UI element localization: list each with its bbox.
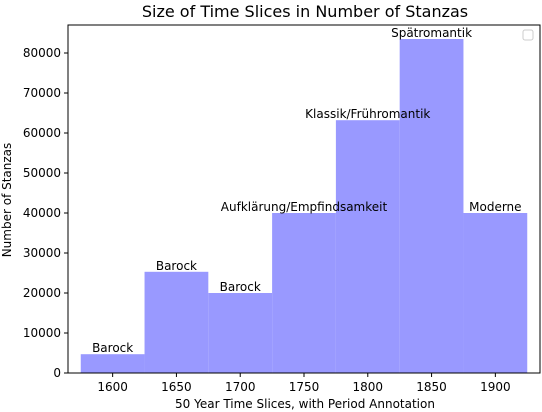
- y-tick-label-10000: 10000: [23, 326, 61, 340]
- bar-label-1725: Aufklärung/Empfindsamkeit: [221, 200, 388, 214]
- bar-1725: [272, 213, 336, 373]
- y-tick-label-80000: 80000: [23, 46, 61, 60]
- legend-box: [522, 29, 534, 41]
- bars: [80, 39, 528, 373]
- bar-label-1625: Barock: [156, 259, 197, 273]
- x-tick-label-1600: 1600: [97, 380, 128, 394]
- bar-1675: [208, 293, 273, 373]
- x-tick-label-1900: 1900: [480, 380, 511, 394]
- y-tick-label-0: 0: [53, 366, 61, 380]
- bar-1575: [80, 354, 145, 373]
- bar-label-1575: Barock: [92, 341, 133, 355]
- x-tick-label-1850: 1850: [416, 380, 447, 394]
- y-tick-label-40000: 40000: [23, 206, 61, 220]
- bar-label-1825: Spätromantik: [391, 26, 472, 40]
- bar-1625: [144, 271, 209, 373]
- bar-labels: Barock Barock Barock Aufklärung/Empfindsamk…: [92, 26, 521, 355]
- y-axis: 0 10000 20000 30000 40000 50000 60000 70000 8000…: [23, 46, 68, 380]
- y-tick-label-50000: 50000: [23, 166, 61, 180]
- y-tick-label-20000: 20000: [23, 286, 61, 300]
- bar-label-1775: Klassik/Frühromantik: [305, 107, 430, 121]
- y-axis-label: Number of Stanzas: [0, 143, 14, 258]
- y-tick-label-30000: 30000: [23, 246, 61, 260]
- bar-label-1875: Moderne: [469, 200, 521, 214]
- bar-1775: [335, 120, 400, 373]
- chart-title: Size of Time Slices in Number of Stanzas: [142, 2, 468, 21]
- x-tick-label-1650: 1650: [161, 380, 192, 394]
- bar-1825: [399, 39, 464, 373]
- y-tick-label-60000: 60000: [23, 126, 61, 140]
- bar-1875: [463, 213, 528, 373]
- x-tick-label-1700: 1700: [225, 380, 256, 394]
- x-axis: 1600 1650 1700 1750 1800 1850 1900: [97, 373, 511, 394]
- x-tick-label-1800: 1800: [353, 380, 384, 394]
- x-tick-label-1750: 1750: [289, 380, 320, 394]
- bar-label-1675: Barock: [220, 280, 261, 294]
- x-axis-label: 50 Year Time Slices, with Period Annotat…: [175, 397, 435, 411]
- y-tick-label-70000: 70000: [23, 86, 61, 100]
